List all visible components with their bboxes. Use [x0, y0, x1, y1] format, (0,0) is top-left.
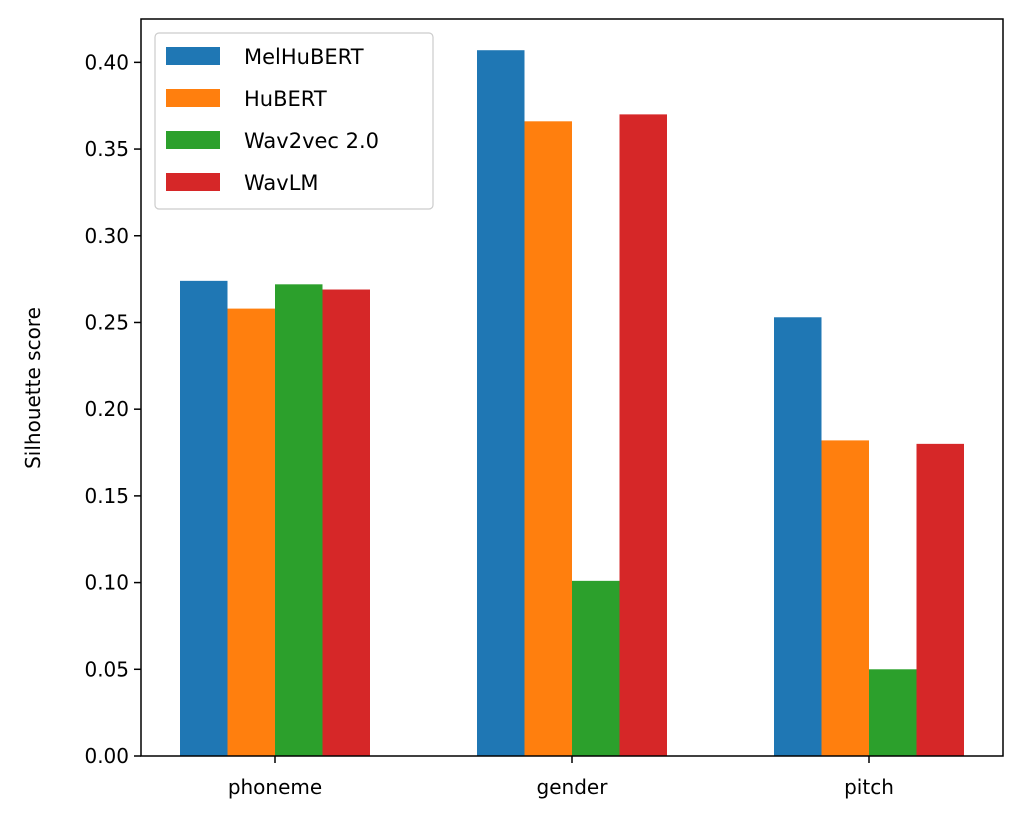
bar-wav2vec-2-0-pitch	[869, 669, 917, 756]
bar-wavlm-phoneme	[322, 289, 370, 756]
x-tick-label-gender: gender	[537, 775, 609, 799]
y-tick-label: 0.10	[84, 571, 129, 595]
y-tick-label: 0.00	[84, 744, 129, 768]
x-tick-label-pitch: pitch	[844, 775, 894, 799]
bar-melhubert-phoneme	[180, 280, 228, 756]
y-tick-label: 0.20	[84, 397, 129, 421]
bar-wavlm-gender	[619, 114, 667, 756]
legend-swatch-wav2vec-2-0	[166, 131, 220, 149]
x-axis: phoneme gender pitch	[228, 756, 894, 799]
y-axis-title: Silhouette score	[21, 307, 45, 469]
y-tick-label: 0.15	[84, 484, 129, 508]
bar-melhubert-pitch	[774, 317, 822, 756]
y-tick-label: 0.25	[84, 310, 129, 334]
y-tick-label: 0.35	[84, 137, 129, 161]
legend-box	[154, 32, 434, 210]
bar-melhubert-gender	[477, 50, 525, 756]
bar-wav2vec-2-0-phoneme	[275, 284, 323, 756]
bar-wavlm-pitch	[916, 443, 964, 756]
legend-swatch-wavlm	[166, 173, 220, 191]
legend-label-wav2vec-2-0: Wav2vec 2.0	[244, 129, 379, 153]
bar-hubert-gender	[524, 121, 572, 756]
y-axis: 0.00 0.05 0.10 0.15 0.20 0.25 0.30 0.35 0.40	[84, 50, 141, 768]
legend: MelHuBERT HuBERT Wav2vec 2.0 WavLM	[154, 32, 434, 210]
legend-swatch-melhubert	[166, 47, 220, 65]
y-tick-label: 0.30	[84, 224, 129, 248]
bars-group	[180, 50, 964, 756]
legend-swatch-hubert	[166, 89, 220, 107]
bar-hubert-phoneme	[227, 308, 275, 756]
legend-label-wavlm: WavLM	[244, 171, 319, 195]
y-tick-label: 0.40	[84, 50, 129, 74]
legend-label-melhubert: MelHuBERT	[244, 45, 364, 69]
bar-wav2vec-2-0-gender	[572, 580, 620, 756]
bar-hubert-pitch	[821, 440, 869, 756]
legend-label-hubert: HuBERT	[244, 87, 327, 111]
y-tick-label: 0.05	[84, 657, 129, 681]
x-tick-label-phoneme: phoneme	[228, 775, 322, 799]
